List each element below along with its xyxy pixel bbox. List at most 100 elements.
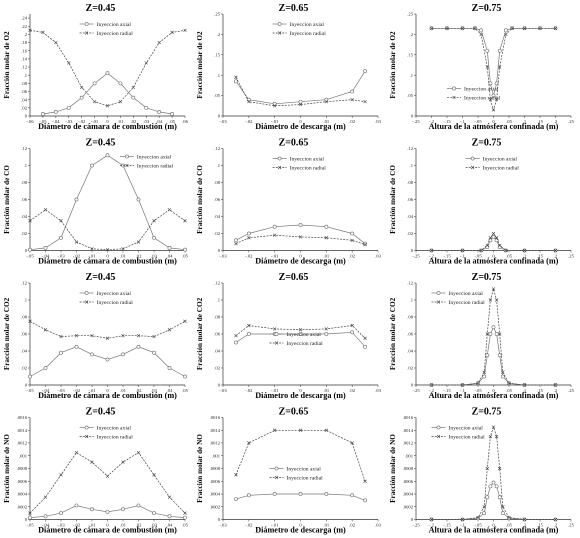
x-tick-label: -.1 bbox=[460, 119, 466, 124]
data-point bbox=[350, 231, 355, 236]
data-point bbox=[504, 248, 508, 253]
x-tick-label: -.03 bbox=[57, 523, 65, 528]
legend-label: Inyeccion axial bbox=[449, 291, 484, 297]
x-tick-label: .25 bbox=[568, 388, 574, 393]
legend-label: Inyeccion radial bbox=[464, 95, 501, 101]
data-point bbox=[497, 245, 502, 250]
x-tick-label: -.2 bbox=[429, 119, 435, 124]
x-tick-label: .03 bbox=[375, 119, 381, 124]
data-point bbox=[59, 350, 63, 355]
legend-marker bbox=[436, 425, 441, 430]
x-tick-label: 0 bbox=[106, 254, 109, 259]
x-tick-label: .25 bbox=[568, 523, 574, 528]
series-line bbox=[29, 320, 186, 339]
legend-label: Inyeccion axial bbox=[97, 426, 132, 432]
y-tick-label: .12 bbox=[21, 146, 27, 151]
chart-panel: -.25 -.2 -.15 -.1 -.05 0 .05 .1 .15 .2 .25 0 .05 .1 .1… bbox=[389, 3, 575, 131]
x-tick-label: 0 bbox=[106, 523, 109, 528]
x-tick-label: .1 bbox=[523, 254, 527, 259]
data-point bbox=[43, 495, 48, 499]
x-axis-label: Diámetro de cámara de combustión (m) bbox=[38, 391, 177, 400]
data-point bbox=[121, 460, 125, 464]
x-tick-label: .1 bbox=[523, 388, 527, 393]
data-point bbox=[494, 236, 499, 240]
data-point bbox=[491, 425, 496, 429]
data-point bbox=[66, 105, 71, 110]
data-point bbox=[476, 515, 480, 520]
data-point bbox=[460, 383, 465, 387]
y-tick-label: .05 bbox=[407, 93, 413, 98]
x-tick-label: -.03 bbox=[65, 119, 73, 124]
x-tick-label: -.1 bbox=[460, 388, 466, 393]
data-point bbox=[183, 511, 187, 515]
data-point bbox=[491, 108, 496, 112]
y-tick-label: .1 bbox=[410, 73, 414, 78]
x-tick-label: -.03 bbox=[219, 523, 227, 528]
data-point bbox=[488, 81, 493, 86]
data-point bbox=[131, 95, 136, 100]
x-tick-label: -.03 bbox=[219, 254, 227, 259]
data-point bbox=[350, 89, 355, 94]
series-axial bbox=[429, 480, 558, 522]
y-tick-label: .2 bbox=[410, 32, 414, 37]
data-point bbox=[152, 334, 156, 339]
data-point bbox=[485, 466, 490, 471]
x-tick-label: .02 bbox=[349, 119, 355, 124]
data-point bbox=[324, 332, 329, 336]
x-tick-label: 0 bbox=[299, 388, 302, 393]
y-tick-label: .02 bbox=[21, 105, 27, 110]
x-tick-label: .03 bbox=[151, 523, 157, 528]
x-tick-label: .02 bbox=[349, 523, 355, 528]
data-point bbox=[491, 287, 496, 291]
y-tick-label: .0012 bbox=[210, 441, 221, 446]
y-tick-label: .08 bbox=[407, 180, 413, 185]
y-tick-label: 0 bbox=[218, 248, 221, 253]
y-axis-label: Fracción molar de NO bbox=[389, 434, 397, 503]
y-tick-label: .0012 bbox=[17, 441, 28, 446]
y-tick-label: .1 bbox=[217, 163, 221, 168]
chart-panel: -.05 -.04 -.03 -.02 -.01 0 .01 .02 .03 .04 .05 0 .02… bbox=[3, 138, 189, 266]
data-point bbox=[272, 428, 277, 432]
chart-panel: -.25 -.2 -.15 -.1 -.05 0 .05 .1 .15 .2 .25 0 .0002 .0… bbox=[389, 407, 575, 535]
y-tick-label: .06 bbox=[407, 197, 413, 202]
x-tick-label: .01 bbox=[323, 523, 329, 528]
series-line bbox=[235, 70, 366, 105]
data-point bbox=[482, 505, 486, 509]
series-radial bbox=[234, 428, 367, 483]
data-point bbox=[234, 473, 238, 477]
data-point bbox=[491, 325, 496, 330]
series-radial bbox=[234, 323, 367, 340]
data-point bbox=[298, 223, 303, 227]
legend-label: Inyeccion axial bbox=[97, 22, 132, 28]
data-point bbox=[429, 517, 434, 522]
y-tick-label: .04 bbox=[214, 349, 220, 354]
legend: Inyeccion axial Inyeccion radial bbox=[431, 425, 485, 441]
data-point bbox=[298, 492, 303, 496]
legend-marker bbox=[274, 341, 279, 345]
y-tick-label: 0 bbox=[218, 383, 221, 388]
legend-marker bbox=[436, 291, 441, 295]
data-point bbox=[74, 450, 79, 455]
data-point bbox=[522, 383, 527, 387]
data-point bbox=[136, 450, 141, 455]
x-tick-label: .2 bbox=[554, 119, 558, 124]
x-tick-label: -.05 bbox=[39, 119, 47, 124]
y-tick-label: .0004 bbox=[17, 492, 28, 497]
x-tick-label: -.25 bbox=[412, 119, 420, 124]
y-tick-label: .0016 bbox=[210, 415, 221, 420]
x-tick-label: .01 bbox=[120, 523, 126, 528]
data-point bbox=[491, 234, 496, 239]
series-line bbox=[29, 29, 186, 107]
data-point bbox=[246, 332, 251, 336]
legend-label: Inyeccion axial bbox=[287, 467, 322, 473]
x-tick-label: .04 bbox=[167, 523, 173, 528]
legend-label: Inyeccion axial bbox=[137, 155, 172, 161]
data-point bbox=[494, 81, 499, 86]
data-point bbox=[350, 493, 355, 498]
legend-marker bbox=[277, 31, 282, 35]
data-point bbox=[497, 495, 502, 500]
data-point bbox=[501, 505, 505, 509]
x-tick-label: -.04 bbox=[42, 523, 50, 528]
data-point bbox=[234, 75, 238, 79]
x-tick-label: -.03 bbox=[57, 388, 65, 393]
